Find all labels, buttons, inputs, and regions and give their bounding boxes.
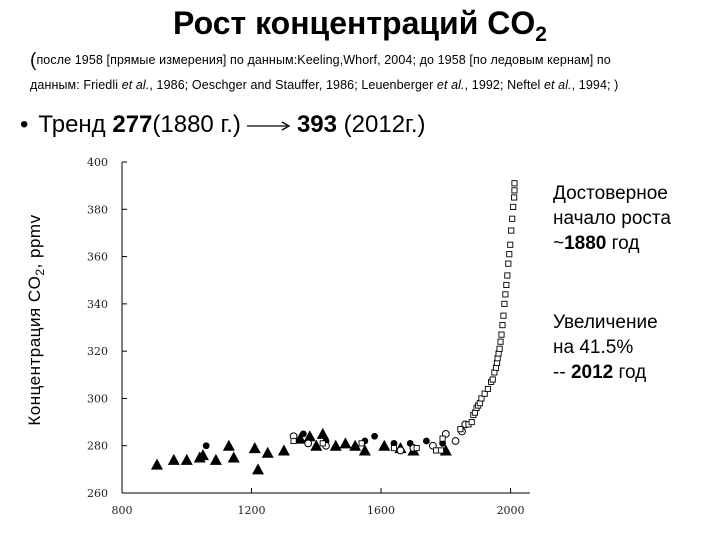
bullet-icon: • [20, 111, 29, 138]
open-square-point [505, 260, 512, 267]
open-square-point [499, 322, 506, 329]
open-square-point [508, 227, 515, 234]
open-square-point [437, 447, 445, 454]
open-square-point [457, 426, 464, 433]
filled-circle-point [371, 432, 378, 440]
open-square-point [413, 445, 420, 452]
triangle-point [303, 430, 316, 442]
open-square-point [319, 440, 326, 447]
triangle-point [261, 446, 274, 458]
triangle-point [222, 439, 235, 451]
open-square-point [510, 203, 517, 210]
open-square-point [511, 194, 518, 201]
chart-axes: 260 280 300 320 340 360 380 400 800 1200 1600 2000 [87, 156, 530, 517]
open-square-point [358, 440, 365, 447]
open-square-point [500, 312, 507, 319]
triangle-point [209, 453, 222, 465]
x-tick-label: 1600 [367, 504, 395, 517]
open-square-point [498, 331, 505, 338]
open-square-point [481, 390, 488, 397]
open-square-point [511, 180, 518, 187]
open-square-point [507, 241, 514, 248]
open-square-point [496, 345, 503, 352]
triangle-point [150, 458, 163, 470]
triangle-point [310, 439, 323, 451]
chart-subtitle: (после 1958 [прямые измерения] по данным… [30, 50, 619, 92]
triangle-point [349, 439, 362, 451]
open-square-point [489, 376, 496, 383]
chart-title: Рост концентраций CO2 [173, 5, 547, 46]
y-tick-label: 260 [87, 487, 108, 500]
open-square-point [390, 445, 398, 452]
triangle-point [196, 449, 209, 461]
triangle-point [358, 444, 371, 456]
x-tick-label: 2000 [497, 504, 525, 517]
note-increase: Увеличение на 41.5% -- 2012 год [553, 312, 658, 383]
triangle-point [294, 432, 307, 444]
open-circle-point [304, 439, 313, 448]
open-square-point [502, 291, 509, 298]
chart-marks [150, 180, 518, 475]
long-arrow-right-icon [246, 121, 291, 131]
open-square-point [478, 395, 485, 402]
open-circle-point [396, 446, 405, 455]
filled-circle-point [422, 437, 430, 445]
open-square-point [468, 419, 475, 426]
triangle-point [378, 439, 391, 451]
open-square-point [504, 272, 511, 279]
y-tick-label: 400 [87, 156, 108, 169]
y-tick-label: 300 [87, 392, 108, 405]
open-square-point [511, 187, 518, 194]
triangle-point [277, 444, 290, 456]
y-tick-label: 380 [87, 203, 108, 216]
open-square-point [501, 300, 508, 307]
filled-circle-point [299, 430, 307, 438]
open-square-point [509, 215, 516, 222]
open-square-point [506, 251, 513, 258]
x-tick-label: 1200 [238, 504, 266, 517]
subtitle-line2: данным: Friedli et al., 1986; Oeschger a… [30, 78, 619, 92]
y-tick-label: 360 [87, 251, 108, 264]
y-tick-label: 340 [87, 298, 108, 311]
open-square-point [497, 338, 504, 345]
triangle-point [252, 463, 264, 475]
subtitle-line1: после 1958 [прямые измерения] по данным:… [36, 53, 611, 67]
open-square-point [484, 385, 491, 393]
triangle-point [316, 427, 329, 439]
triangle-point [329, 439, 342, 451]
open-square-point [290, 437, 297, 445]
y-tick-label: 320 [87, 345, 108, 358]
triangle-point [180, 453, 193, 465]
y-tick-label: 280 [87, 440, 108, 453]
x-tick-label: 800 [112, 504, 133, 517]
open-circle-point [451, 437, 460, 445]
trend-bullet: • Тренд 277(1880 г.) 393 (2012г.) [20, 111, 426, 138]
triangle-point [227, 451, 240, 463]
open-square-point [503, 281, 510, 288]
triangle-point [248, 442, 261, 454]
filled-circle-point [202, 442, 210, 450]
triangle-point [339, 437, 352, 449]
note-onset: Достоверное начало роста ~1880 год [553, 183, 671, 254]
open-square-point [439, 435, 446, 442]
triangle-point [167, 453, 180, 465]
